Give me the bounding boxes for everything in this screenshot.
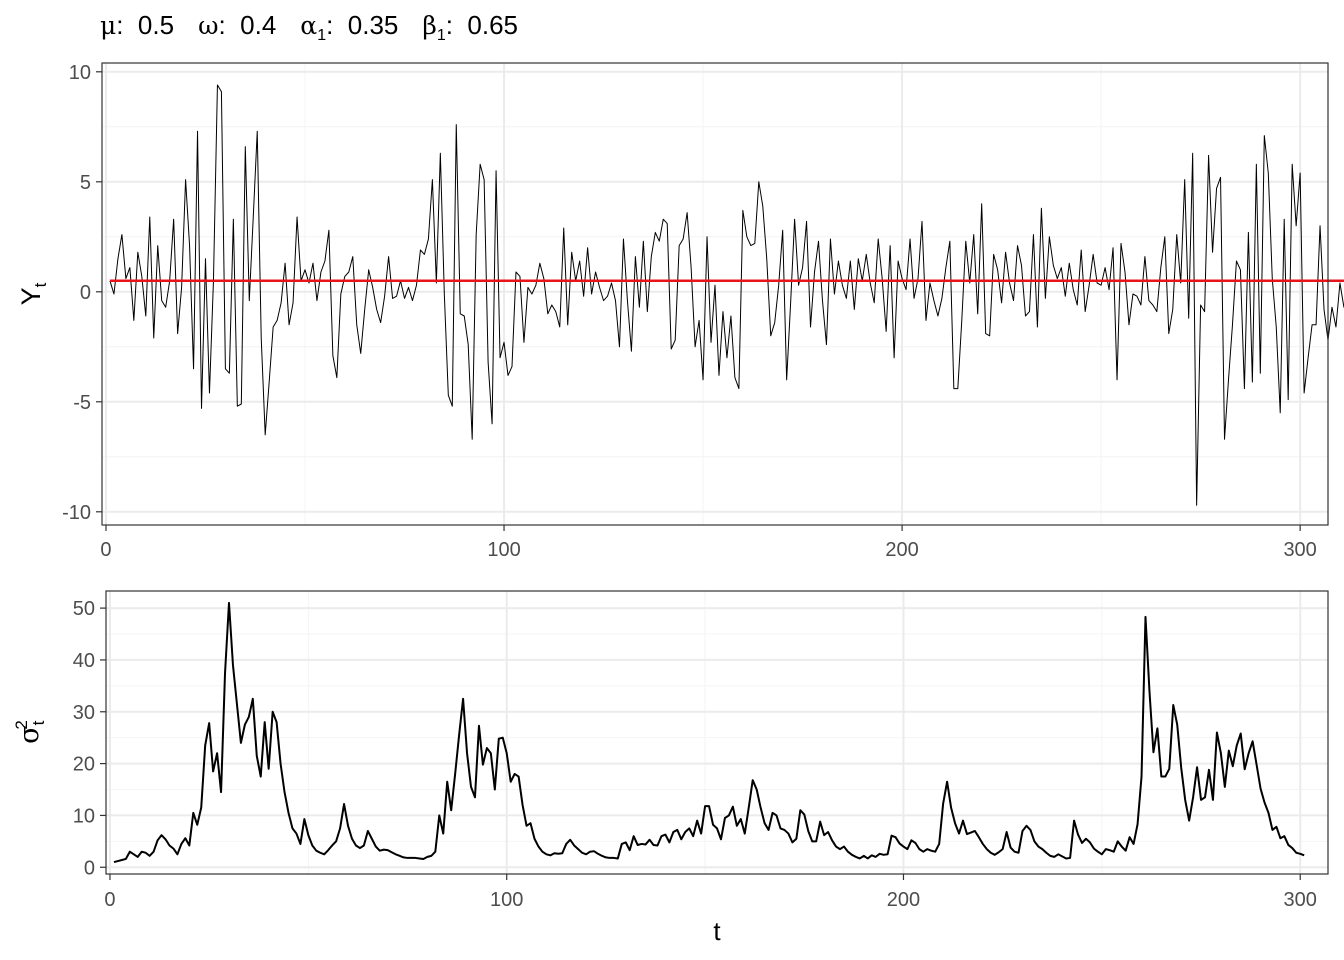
y-tick-label: -10 <box>62 502 91 524</box>
y-axis-label-subscript: t <box>31 282 50 287</box>
x-axis-label: t <box>713 916 721 946</box>
x-tick-label: 300 <box>1284 889 1317 911</box>
y-tick-label: 50 <box>73 598 95 620</box>
param-value: 0.4 <box>240 10 277 40</box>
panel-1: 0 100 200 300 -10 -5 0 5 10 Yt <box>16 62 1344 561</box>
y-axis-label: Yt <box>16 282 50 305</box>
y-tick-label: -5 <box>73 392 91 414</box>
x-tick-label: 100 <box>487 539 520 561</box>
x-tick-label: 300 <box>1283 539 1316 561</box>
panel-border <box>105 590 1329 875</box>
param-symbol: ω <box>198 11 219 40</box>
param-value: 0.65 <box>467 10 519 40</box>
x-tick-label: 0 <box>100 539 111 561</box>
y-tick-label: 10 <box>73 805 95 827</box>
series-line <box>113 601 1305 864</box>
y-tick-label: 20 <box>73 754 95 776</box>
param-value: 0.5 <box>137 10 175 40</box>
param-colon: : <box>218 10 241 40</box>
y-tick-label: 5 <box>80 172 91 194</box>
y-axis-label: σt2 <box>12 720 48 744</box>
parameter-legend: μ: 0.5 ω: 0.4 α1: 0.35 β1: 0.65 <box>100 10 542 45</box>
y-axis-label-main: Y <box>16 287 46 305</box>
panel-border <box>101 62 1329 526</box>
param-3: β1: 0.65 <box>422 10 519 44</box>
param-symbol: β <box>422 11 437 40</box>
y-tick-label: 0 <box>84 857 95 879</box>
series-line <box>109 84 1344 506</box>
param-colon: : <box>326 10 348 40</box>
param-colon: : <box>116 10 138 40</box>
param-symbol: α <box>300 11 318 40</box>
y-tick-label: 0 <box>80 282 91 304</box>
param-subscript: 1 <box>317 27 327 45</box>
y-axis-label-main: σ <box>14 725 45 743</box>
x-tick-label: 200 <box>887 889 920 911</box>
param-value: 0.35 <box>347 10 399 40</box>
param-0: μ: 0.5 <box>100 10 174 40</box>
param-symbol: μ <box>100 11 117 40</box>
y-tick-label: 40 <box>73 650 95 672</box>
x-tick-label: 100 <box>490 889 523 911</box>
param-colon: : <box>445 10 468 40</box>
y-tick-label: 10 <box>69 62 91 84</box>
param-subscript: 1 <box>436 27 446 45</box>
x-tick-label: 200 <box>885 539 918 561</box>
param-2: α1: 0.35 <box>300 10 399 44</box>
y-axis-label-superscript: 2 <box>12 720 31 729</box>
param-1: ω: 0.4 <box>198 10 276 40</box>
y-axis-label-subscript: t <box>29 720 48 725</box>
x-tick-label: 0 <box>104 889 115 911</box>
y-tick-label: 30 <box>73 702 95 724</box>
